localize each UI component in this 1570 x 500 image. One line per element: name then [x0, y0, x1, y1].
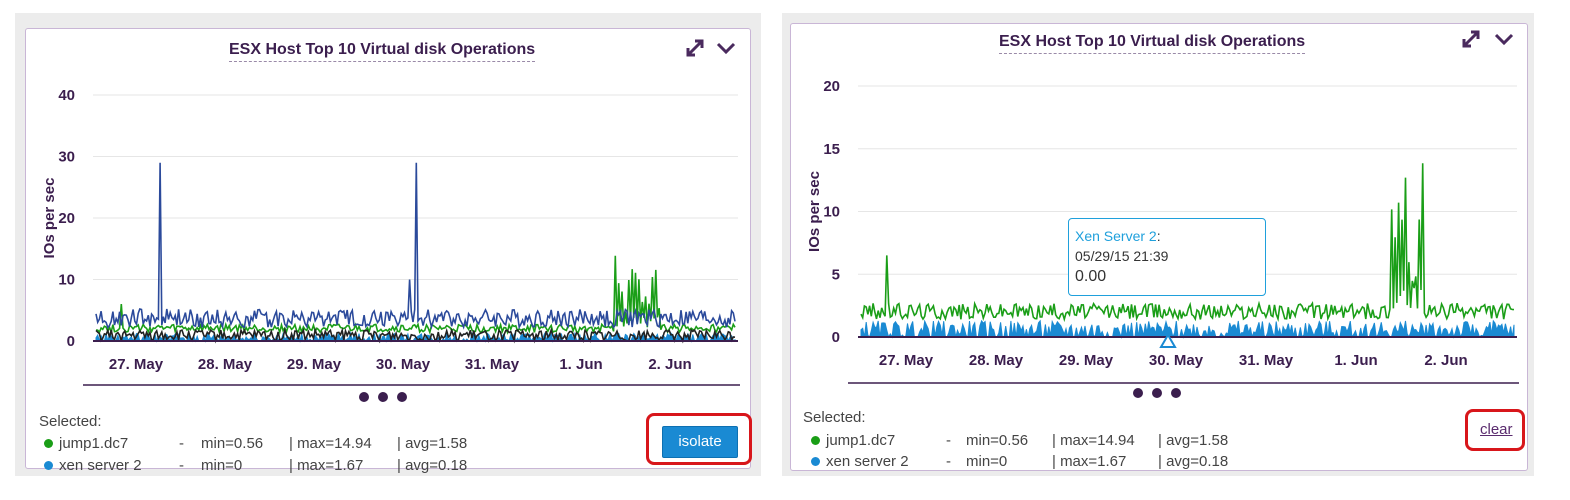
dash: - [179, 457, 184, 474]
clear-highlight: clear [1465, 409, 1525, 451]
x-tick-label: 29. May [1059, 352, 1114, 369]
page-dot[interactable] [397, 392, 407, 402]
right-screenshot: ESX Host Top 10 Virtual disk Operations … [782, 13, 1534, 476]
chart-title[interactable]: ESX Host Top 10 Virtual disk Operations [229, 41, 536, 62]
x-tick-label: 27. May [109, 356, 164, 373]
x-tick-label: 28. May [198, 356, 253, 373]
chevron-down-icon[interactable] [715, 37, 737, 63]
stat-max: | max=1.67 [289, 457, 364, 474]
tooltip-value: 0.00 [1075, 268, 1107, 285]
dash: - [179, 435, 184, 452]
series-color-dot [811, 435, 820, 445]
x-tick-label: 31. May [465, 356, 520, 373]
series-area-xen-server-2 [860, 319, 1515, 339]
stat-avg: | avg=0.18 [1158, 453, 1229, 470]
x-tick-label: 1. Jun [559, 356, 602, 373]
chevron-down-icon[interactable] [1493, 28, 1515, 54]
chart-panel-left: ESX Host Top 10 Virtual disk Operations … [25, 28, 752, 474]
y-tick-label: 10 [58, 272, 75, 289]
y-tick-label: 30 [58, 149, 75, 166]
left-screenshot: ESX Host Top 10 Virtual disk Operations … [15, 13, 761, 476]
series-name: xen server 2 [59, 457, 142, 474]
expand-arrows-icon[interactable] [1460, 28, 1482, 54]
series-line-series-2 [95, 162, 736, 330]
stat-avg: | avg=0.18 [397, 457, 468, 474]
page-dot[interactable] [1133, 388, 1143, 398]
page-dot[interactable] [378, 392, 388, 402]
tooltip-colon: : [1156, 228, 1161, 244]
y-tick-label: 15 [823, 141, 840, 158]
y-axis-label: IOs per sec [41, 178, 58, 259]
page-dot[interactable] [359, 392, 369, 402]
series-name: jump1.dc7 [59, 435, 129, 452]
tooltip-series: Xen Server 2 [1075, 228, 1157, 244]
legend-row-xen[interactable]: xen server 2 - min=0 | max=1.67 | avg=0.18 [811, 453, 1228, 470]
chart-panel-right: ESX Host Top 10 Virtual disk Operations … [790, 23, 1528, 471]
stat-max: | max=14.94 [289, 435, 372, 452]
selected-label: Selected: [803, 409, 866, 426]
x-tick-label: 30. May [1149, 352, 1204, 369]
series-color-dot [44, 438, 53, 448]
stat-max: | max=14.94 [1052, 432, 1135, 449]
y-tick-label: 10 [823, 204, 840, 221]
series-color-dot [44, 460, 53, 470]
clear-link[interactable]: clear [1480, 421, 1513, 438]
x-tick-label: 31. May [1239, 352, 1294, 369]
legend-row-jump1[interactable]: jump1.dc7 - min=0.56 | max=14.94 | avg=1.58 [44, 435, 467, 452]
expand-arrows-icon[interactable] [684, 37, 706, 63]
stat-min: min=0.56 [201, 435, 264, 452]
x-tick-label: 30. May [376, 356, 431, 373]
page-dot[interactable] [1171, 388, 1181, 398]
x-tick-label: 2. Jun [648, 356, 691, 373]
pagination-dots[interactable] [359, 392, 407, 402]
stat-max: | max=1.67 [1052, 453, 1127, 470]
stat-min: min=0.56 [966, 432, 1029, 449]
isolate-button[interactable]: isolate [662, 426, 738, 458]
series-color-dot [811, 456, 820, 466]
y-tick-label: 20 [58, 210, 75, 227]
legend-row-jump1[interactable]: jump1.dc7 - min=0.56 | max=14.94 | avg=1.58 [811, 432, 1228, 449]
isolate-highlight: isolate [646, 413, 752, 465]
stat-min: min=0 [966, 453, 1008, 470]
y-tick-label: 0 [67, 333, 75, 350]
x-tick-label: 27. May [879, 352, 934, 369]
legend-row-xen[interactable]: xen server 2 - min=0 | max=1.67 | avg=0.18 [44, 457, 467, 474]
x-tick-label: 2. Jun [1424, 352, 1467, 369]
tooltip-date: 05/29/15 21:39 [1075, 248, 1169, 264]
y-tick-label: 40 [58, 87, 75, 104]
y-tick-label: 20 [823, 78, 840, 95]
page-dot[interactable] [1152, 388, 1162, 398]
line-chart-left: 0 10 20 30 40 IOs per sec 27. May 28. May 29. Ma… [41, 87, 740, 386]
pagination-dots[interactable] [1133, 388, 1181, 398]
dash: - [946, 432, 951, 449]
y-axis-label: IOs per sec [806, 171, 823, 252]
x-tick-label: 28. May [969, 352, 1024, 369]
stat-avg: | avg=1.58 [397, 435, 468, 452]
series-name: jump1.dc7 [826, 432, 896, 449]
dash: - [946, 453, 951, 470]
line-chart-right: 0 5 10 15 20 IOs per sec 27. May 28. May 29. May… [806, 78, 1519, 384]
data-tooltip: Xen Server 2: 05/29/15 21:39 0.00 [1068, 218, 1266, 296]
chart-title[interactable]: ESX Host Top 10 Virtual disk Operations [999, 33, 1306, 54]
stat-min: min=0 [201, 457, 243, 474]
series-line-jump1.dc7 [860, 163, 1515, 323]
x-tick-label: 1. Jun [1334, 352, 1377, 369]
selected-label: Selected: [39, 413, 102, 430]
y-tick-label: 0 [832, 329, 840, 346]
y-tick-label: 5 [832, 266, 840, 283]
stat-avg: | avg=1.58 [1158, 432, 1229, 449]
x-tick-label: 29. May [287, 356, 342, 373]
tooltip-marker [1159, 333, 1177, 348]
series-name: xen server 2 [826, 453, 909, 470]
